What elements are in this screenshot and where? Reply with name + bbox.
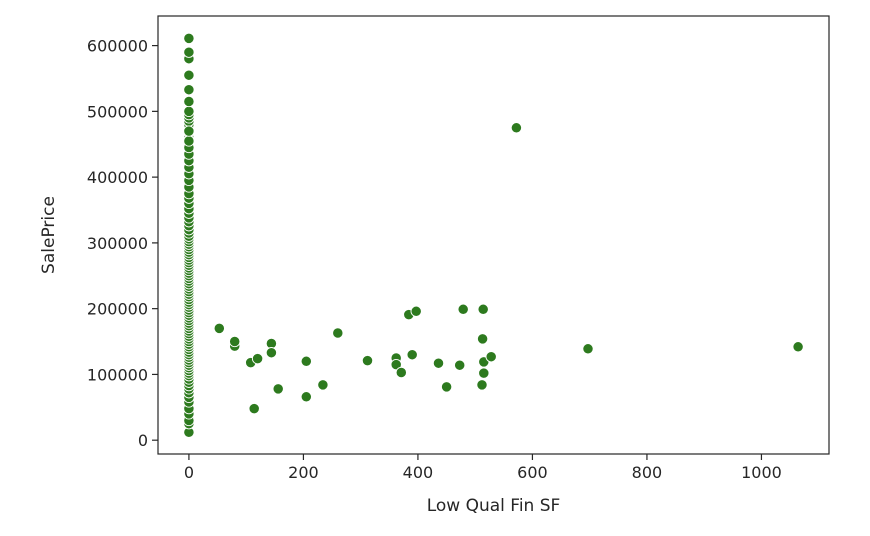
x-tick-label: 600 bbox=[517, 463, 548, 482]
data-point bbox=[390, 358, 402, 371]
data-point bbox=[183, 105, 195, 118]
data-point bbox=[410, 305, 422, 317]
data-point bbox=[476, 333, 489, 345]
data-point bbox=[183, 84, 195, 96]
data-point bbox=[251, 352, 264, 365]
data-point bbox=[183, 135, 195, 147]
data-points bbox=[183, 32, 804, 438]
data-point bbox=[510, 122, 523, 134]
data-point bbox=[406, 349, 418, 361]
data-point bbox=[183, 95, 195, 108]
y-tick-label: 300000 bbox=[87, 234, 148, 253]
data-point bbox=[229, 335, 241, 348]
data-point bbox=[478, 367, 490, 379]
data-point bbox=[300, 355, 312, 367]
data-point bbox=[183, 32, 195, 45]
data-point bbox=[477, 303, 489, 315]
x-axis-label: Low Qual Fin SF bbox=[427, 496, 561, 516]
data-point bbox=[265, 347, 278, 359]
x-tick-label: 0 bbox=[184, 463, 194, 482]
data-point bbox=[183, 69, 195, 81]
data-point bbox=[332, 327, 344, 339]
data-point bbox=[485, 351, 497, 363]
x-axis-ticks: 0 200 400 600 800 1000 bbox=[184, 454, 782, 482]
data-point bbox=[582, 343, 594, 355]
plot-frame bbox=[157, 15, 830, 455]
x-tick-label: 1000 bbox=[741, 463, 782, 482]
x-tick-label: 200 bbox=[288, 463, 319, 482]
data-point bbox=[432, 357, 445, 369]
data-point bbox=[440, 381, 453, 393]
data-point bbox=[361, 354, 374, 367]
data-point bbox=[248, 402, 260, 415]
y-tick-label: 400000 bbox=[87, 168, 148, 187]
x-tick-label: 800 bbox=[632, 463, 663, 482]
data-point bbox=[454, 359, 466, 371]
y-axis-ticks: 0 100000 200000 300000 400000 500000 600000 bbox=[87, 37, 158, 450]
data-point bbox=[213, 322, 225, 335]
y-tick-label: 100000 bbox=[87, 365, 148, 384]
y-tick-label: 200000 bbox=[87, 300, 148, 319]
data-point bbox=[457, 303, 469, 315]
data-point bbox=[183, 125, 195, 137]
y-tick-label: 0 bbox=[138, 431, 148, 450]
data-point bbox=[183, 46, 195, 58]
data-point bbox=[317, 379, 329, 391]
data-point bbox=[792, 341, 804, 353]
y-axis-label: SalePrice bbox=[39, 196, 59, 274]
data-point bbox=[476, 379, 488, 391]
x-tick-label: 400 bbox=[403, 463, 434, 482]
data-point bbox=[272, 383, 284, 395]
y-tick-label: 500000 bbox=[87, 102, 148, 121]
y-tick-label: 600000 bbox=[87, 37, 148, 56]
data-point bbox=[300, 391, 312, 403]
data-point bbox=[395, 366, 407, 379]
